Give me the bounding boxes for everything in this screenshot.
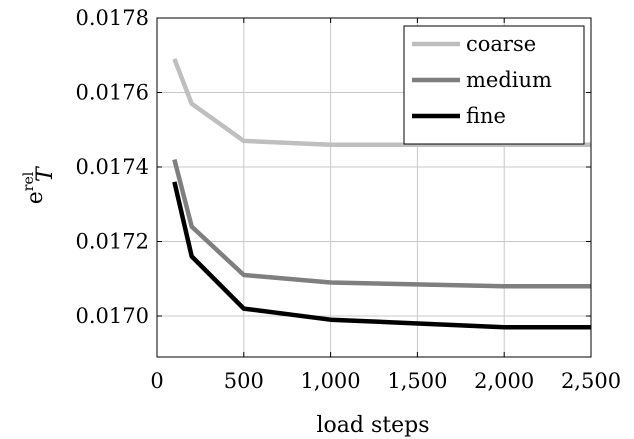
x-tick-label: 1,500 xyxy=(387,369,447,393)
y-tick-label: 0.0178 xyxy=(76,6,149,30)
x-axis-label: load steps xyxy=(317,413,430,438)
x-tick-label: 500 xyxy=(224,369,264,393)
y-tick-label: 0.0174 xyxy=(76,155,149,179)
series-line-fine xyxy=(172,181,591,330)
x-tick-label: 2,500 xyxy=(561,369,621,393)
legend-label-medium: medium xyxy=(466,68,552,92)
y-axis-label-superscript: rel xyxy=(21,171,37,191)
ticks xyxy=(156,17,592,357)
y-axis-label-base: e xyxy=(23,191,48,204)
svg-text:erel: erel xyxy=(21,171,48,204)
y-axis-label-subscript: T xyxy=(33,165,58,182)
y-tick-label: 0.0176 xyxy=(76,81,149,105)
plot-frame xyxy=(156,17,592,358)
tick-labels: 0 500 1,000 1,500 2,000 2,500 0.0170 0.0172 0.01… xyxy=(76,6,622,393)
y-axis-label: erel T xyxy=(21,165,58,204)
legend: coarse medium fine xyxy=(403,25,585,145)
x-tick-label: 0 xyxy=(150,369,163,393)
y-tick-label: 0.0170 xyxy=(76,304,149,328)
series-line-coarse xyxy=(172,58,591,147)
y-tick-label: 0.0172 xyxy=(76,230,149,254)
legend-label-fine: fine xyxy=(466,104,506,128)
x-tick-label: 1,000 xyxy=(301,369,361,393)
x-tick-label: 2,000 xyxy=(474,369,534,393)
series-layer xyxy=(172,58,591,330)
series-line-medium xyxy=(172,159,591,289)
legend-label-coarse: coarse xyxy=(466,32,536,56)
